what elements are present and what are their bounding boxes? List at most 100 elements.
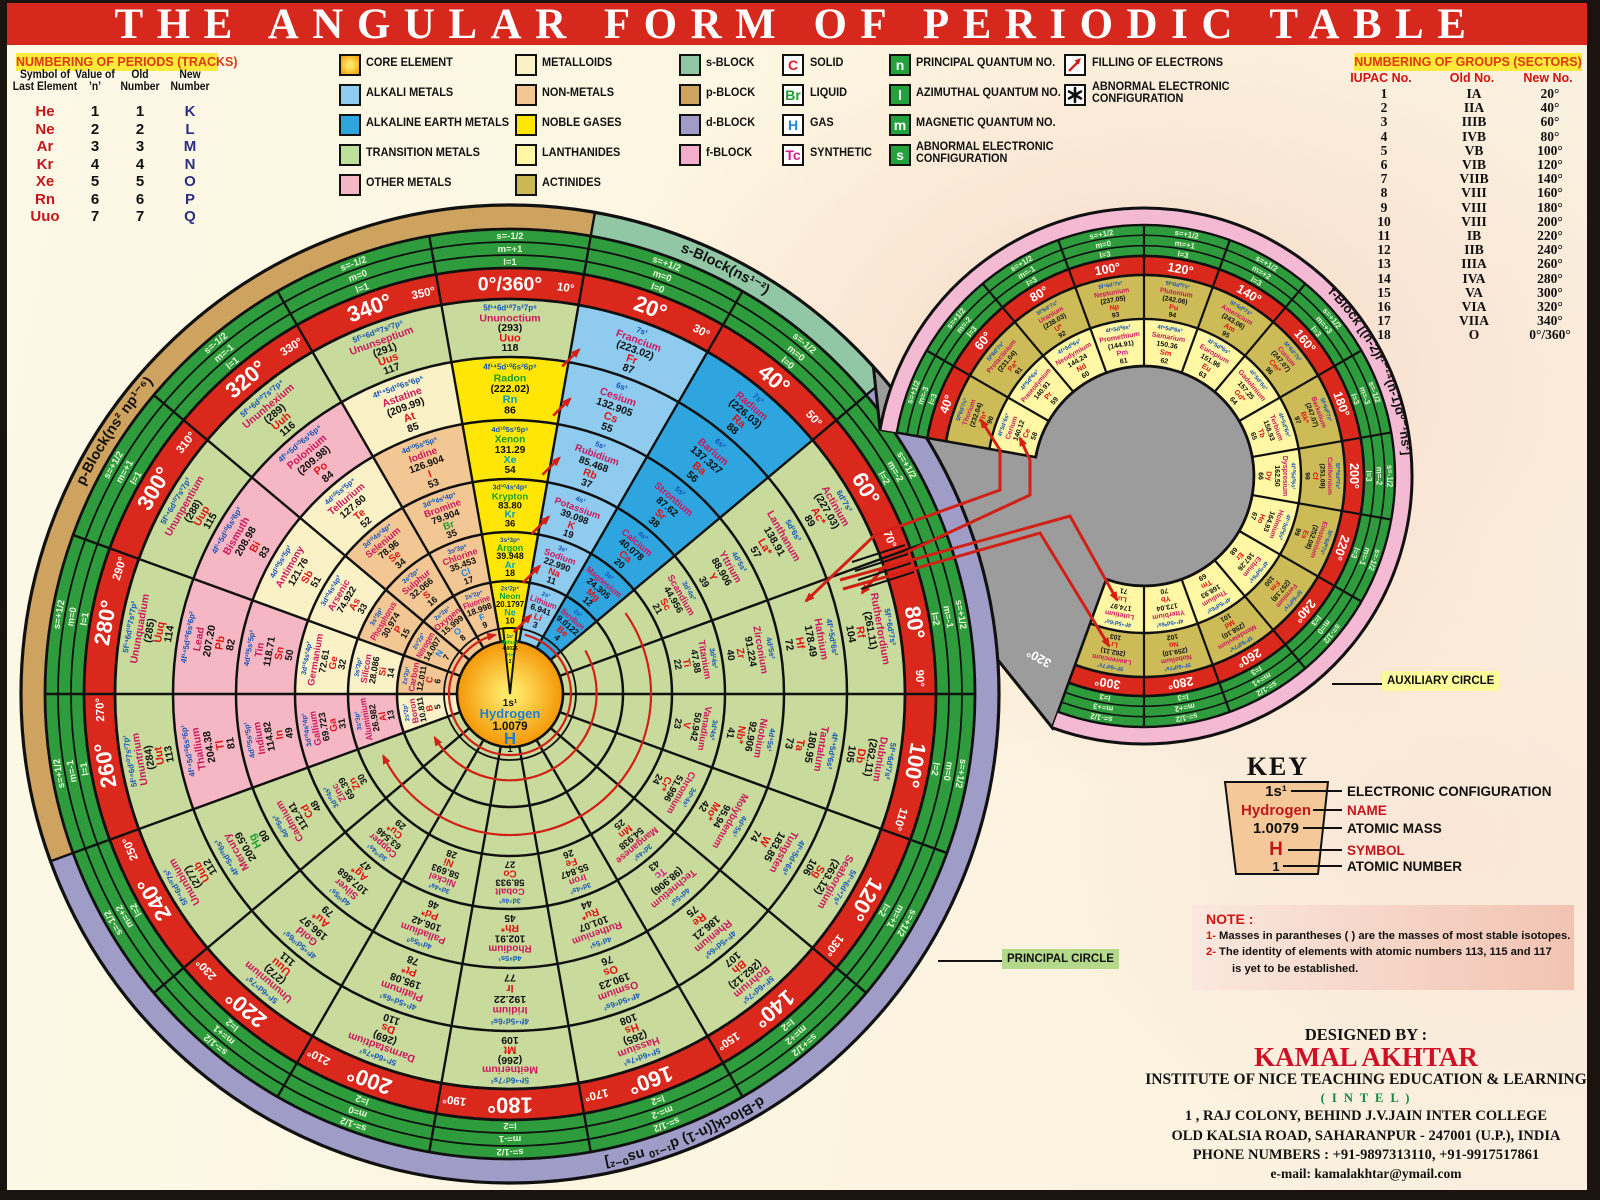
svg-text:350°: 350° xyxy=(411,285,437,302)
svg-text:l=2: l=2 xyxy=(649,1092,665,1107)
svg-text:101: 101 xyxy=(1219,611,1233,623)
svg-text:9: 9 xyxy=(481,619,489,630)
svg-text:Np: Np xyxy=(1109,302,1121,313)
svg-text:Pd*: Pd* xyxy=(419,905,440,923)
svg-text:15: 15 xyxy=(398,627,412,641)
svg-text:Cf: Cf xyxy=(1311,472,1320,480)
svg-text:90°: 90° xyxy=(913,669,926,687)
svg-text:109: 109 xyxy=(501,1034,519,1046)
svg-text:l=1: l=1 xyxy=(503,257,517,268)
svg-text:Krypton: Krypton xyxy=(492,491,529,502)
svg-text:l=0: l=0 xyxy=(649,281,665,296)
svg-text:l=2: l=2 xyxy=(928,611,941,626)
svg-text:m=0: m=0 xyxy=(65,606,79,627)
svg-text:3d³4s²: 3d³4s² xyxy=(707,719,718,741)
svg-text:P: P xyxy=(392,624,405,636)
svg-text:76: 76 xyxy=(599,953,614,968)
svg-text:104: 104 xyxy=(843,624,858,643)
svg-text:Si: Si xyxy=(377,666,389,677)
svg-text:C: C xyxy=(424,675,435,684)
svg-text:Eu: Eu xyxy=(1200,361,1213,374)
svg-text:103: 103 xyxy=(1109,632,1122,641)
svg-text:m=0: m=0 xyxy=(1095,239,1113,251)
svg-text:60: 60 xyxy=(1081,370,1091,380)
svg-text:s=-1/2: s=-1/2 xyxy=(496,1146,523,1157)
svg-text:200°: 200° xyxy=(1347,463,1361,489)
svg-text:3d¹⁰4s²4p⁶: 3d¹⁰4s²4p⁶ xyxy=(493,484,528,492)
svg-text:Mt: Mt xyxy=(503,1044,516,1056)
svg-text:81: 81 xyxy=(224,736,238,750)
svg-text:131.29: 131.29 xyxy=(495,445,526,456)
svg-text:Pr: Pr xyxy=(1042,390,1054,402)
svg-text:74: 74 xyxy=(747,828,763,844)
svg-text:F: F xyxy=(478,611,487,622)
svg-text:90: 90 xyxy=(986,415,995,425)
svg-text:(266): (266) xyxy=(498,1054,523,1066)
svg-text:Ne: Ne xyxy=(504,607,516,617)
svg-text:26: 26 xyxy=(561,847,575,861)
svg-text:l=3: l=3 xyxy=(1349,392,1361,406)
svg-text:m=+1: m=+1 xyxy=(498,244,524,255)
svg-text:5f¹⁴6d⁷7s²: 5f¹⁴6d⁷7s² xyxy=(491,1075,529,1084)
svg-text:l=1: l=1 xyxy=(354,281,371,296)
svg-text:70: 70 xyxy=(1160,586,1169,594)
svg-text:Lr: Lr xyxy=(1110,640,1119,650)
svg-text:26.982: 26.982 xyxy=(367,704,382,733)
svg-text:Hydrogen: Hydrogen xyxy=(480,706,541,721)
svg-text:3s²3p¹: 3s²3p¹ xyxy=(354,711,364,731)
svg-text:7: 7 xyxy=(441,652,452,661)
svg-text:Boron: Boron xyxy=(406,698,420,724)
svg-text:l=3: l=3 xyxy=(1177,249,1190,260)
svg-text:2s²2p²: 2s²2p² xyxy=(402,666,412,685)
svg-text:I: I xyxy=(427,468,434,480)
svg-text:Iridium: Iridium xyxy=(492,1004,527,1016)
svg-text:Na: Na xyxy=(546,566,562,581)
svg-text:192.22: 192.22 xyxy=(494,993,526,1005)
svg-text:102.91: 102.91 xyxy=(494,932,525,943)
svg-text:(285): (285) xyxy=(142,617,158,643)
svg-text:27: 27 xyxy=(505,858,516,869)
svg-text:92.906: 92.906 xyxy=(742,720,758,752)
svg-text:4: 4 xyxy=(552,632,562,643)
svg-text:28.086: 28.086 xyxy=(367,656,382,685)
svg-text:Ge: Ge xyxy=(327,655,340,670)
svg-text:He: He xyxy=(507,653,514,659)
svg-text:No: No xyxy=(1168,640,1180,651)
svg-text:40: 40 xyxy=(724,649,737,662)
svg-text:Bi: Bi xyxy=(247,539,263,555)
svg-text:Er: Er xyxy=(1234,551,1246,563)
svg-text:114.82: 114.82 xyxy=(262,720,278,752)
svg-text:Rb: Rb xyxy=(581,466,598,482)
svg-text:4f⁶5d⁰6s²: 4f⁶5d⁰6s² xyxy=(1157,324,1183,335)
svg-text:47.88: 47.88 xyxy=(688,649,703,674)
svg-text:4f¹⁴5d¹⁰6s²6p⁶: 4f¹⁴5d¹⁰6s²6p⁶ xyxy=(483,363,537,372)
svg-text:114: 114 xyxy=(162,624,177,643)
svg-text:Ar: Ar xyxy=(505,560,516,571)
svg-text:204.38: 204.38 xyxy=(201,730,218,764)
svg-text:Fe: Fe xyxy=(563,855,578,869)
svg-text:s=+1/2: s=+1/2 xyxy=(51,758,67,789)
svg-text:Sb: Sb xyxy=(299,568,316,586)
svg-text:1s¹: 1s¹ xyxy=(503,698,518,709)
svg-text:Tin: Tin xyxy=(253,642,266,659)
svg-text:150.36: 150.36 xyxy=(1156,340,1178,351)
svg-text:67: 67 xyxy=(1249,511,1258,521)
svg-text:45: 45 xyxy=(504,912,516,923)
svg-text:(259.10): (259.10) xyxy=(1162,646,1188,657)
svg-text:118.71: 118.71 xyxy=(262,636,278,668)
svg-text:Ni: Ni xyxy=(442,855,455,869)
svg-text:s=-1/2: s=-1/2 xyxy=(1385,465,1394,488)
svg-text:53: 53 xyxy=(426,477,441,491)
svg-text:Rh*: Rh* xyxy=(500,922,519,934)
svg-text:68: 68 xyxy=(1228,545,1238,556)
svg-text:3d⁷4s²: 3d⁷4s² xyxy=(499,896,521,903)
svg-text:l=3: l=3 xyxy=(927,392,939,406)
svg-text:s=-1/2: s=-1/2 xyxy=(496,231,523,242)
svg-text:3s²3p²: 3s²3p² xyxy=(354,656,364,677)
svg-text:Lu: Lu xyxy=(1117,594,1128,605)
svg-text:120°: 120° xyxy=(1167,260,1195,278)
svg-text:71: 71 xyxy=(1119,586,1128,594)
svg-text:Kr: Kr xyxy=(504,510,515,521)
svg-text:l=2: l=2 xyxy=(928,761,941,776)
svg-text:Rf: Rf xyxy=(853,625,867,639)
